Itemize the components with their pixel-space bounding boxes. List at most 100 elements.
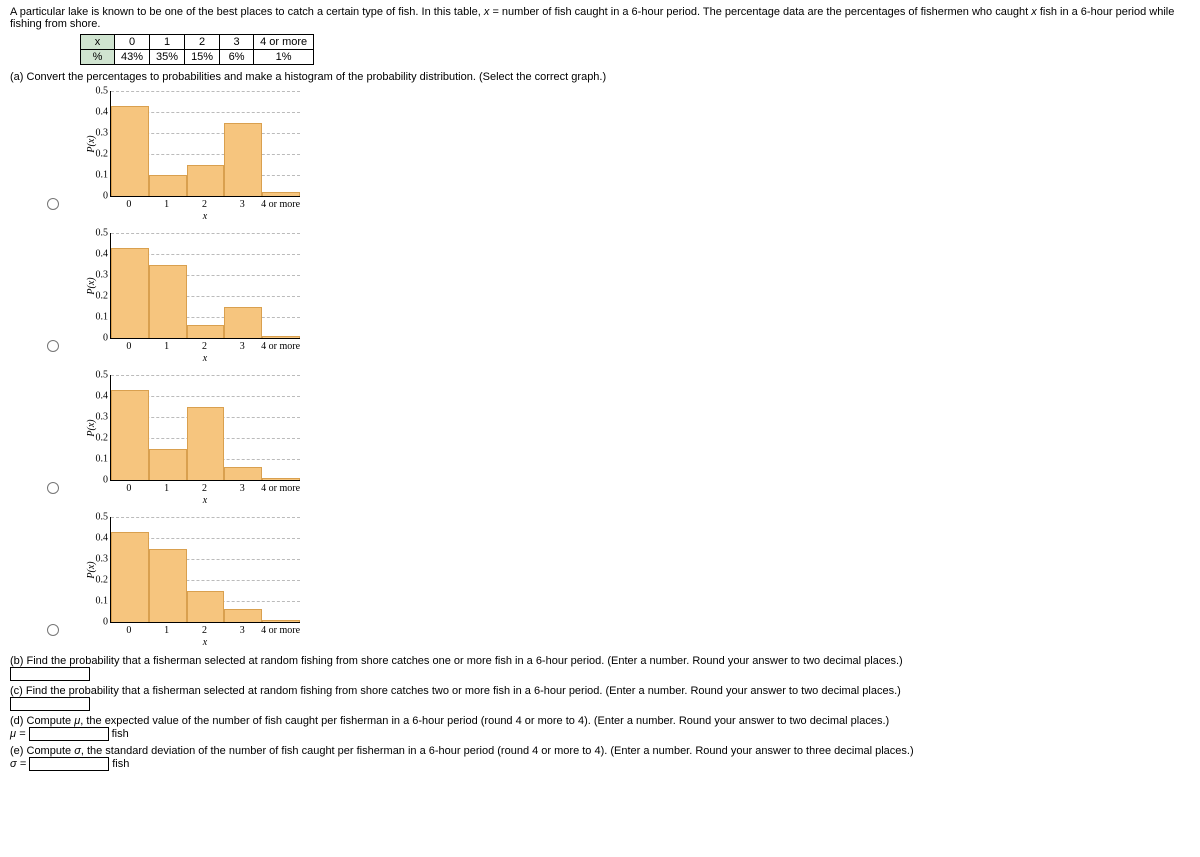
th-4plus: 4 or more <box>254 35 314 50</box>
td-pct: % <box>81 50 115 65</box>
part-d-post: , the expected value of the number of fi… <box>80 715 889 727</box>
th-0: 0 <box>115 35 150 50</box>
sigma-equals: σ = <box>10 758 29 770</box>
y-tick: 0.5 <box>96 228 112 239</box>
bar <box>111 106 149 196</box>
part-b: (b) Find the probability that a fisherma… <box>10 655 1190 681</box>
x-tick: 4 or more <box>261 625 300 636</box>
y-tick: 0.1 <box>96 312 112 323</box>
bar <box>149 265 187 339</box>
y-axis-label: P(x) <box>86 561 97 578</box>
bar <box>187 165 225 197</box>
y-tick: 0.1 <box>96 170 112 181</box>
part-d-pre: (d) Compute <box>10 715 74 727</box>
bar <box>224 609 262 622</box>
y-axis-label: P(x) <box>86 419 97 436</box>
bar <box>224 307 262 339</box>
part-b-text: (b) Find the probability that a fisherma… <box>10 655 903 667</box>
y-tick: 0.1 <box>96 596 112 607</box>
bar <box>262 192 300 196</box>
chart-radio-1[interactable] <box>47 340 59 352</box>
y-axis-label: P(x) <box>86 277 97 294</box>
x-tick: 1 <box>148 625 186 636</box>
y-tick: 0.3 <box>96 554 112 565</box>
bar <box>149 449 187 481</box>
td-4plus: 1% <box>254 50 314 65</box>
bar <box>111 248 149 338</box>
x-tick: 2 <box>186 625 224 636</box>
problem-intro: A particular lake is known to be one of … <box>10 6 1190 30</box>
chart-option-1: 00.10.20.30.40.5P(x)01234 or morex <box>10 229 1190 359</box>
chart-option-0: 00.10.20.30.40.5P(x)01234 or morex <box>10 87 1190 217</box>
x-tick: 3 <box>223 483 261 494</box>
part-e-pre: (e) Compute <box>10 745 74 757</box>
x-axis-label: x <box>110 637 300 648</box>
chart-radio-0[interactable] <box>47 198 59 210</box>
x-tick: 3 <box>223 341 261 352</box>
x-tick: 0 <box>110 199 148 210</box>
bar <box>187 325 225 338</box>
data-table: x 0 1 2 3 4 or more % 43% 35% 15% 6% 1% <box>80 34 314 65</box>
bar <box>262 336 300 338</box>
y-tick: 0.4 <box>96 107 112 118</box>
part-d: (d) Compute μ, the expected value of the… <box>10 715 1190 741</box>
intro-text-1: A particular lake is known to be one of … <box>10 6 484 18</box>
x-tick: 0 <box>110 483 148 494</box>
x-axis-label: x <box>110 495 300 506</box>
x-tick: 2 <box>186 199 224 210</box>
x-tick: 2 <box>186 483 224 494</box>
answer-d-input[interactable] <box>29 727 109 741</box>
part-e: (e) Compute σ, the standard deviation of… <box>10 745 1190 771</box>
histogram-chart-0: 00.10.20.30.40.5P(x)01234 or morex <box>78 87 308 217</box>
td-0: 43% <box>115 50 150 65</box>
part-c: (c) Find the probability that a fisherma… <box>10 685 1190 711</box>
part-e-post: , the standard deviation of the number o… <box>81 745 914 757</box>
chart-radio-3[interactable] <box>47 624 59 636</box>
part-a-prompt: (a) Convert the percentages to probabili… <box>10 71 1190 83</box>
th-3: 3 <box>220 35 254 50</box>
bar <box>262 478 300 480</box>
bar <box>111 390 149 480</box>
y-tick: 0.3 <box>96 270 112 281</box>
part-c-text: (c) Find the probability that a fisherma… <box>10 685 901 697</box>
x-tick: 3 <box>223 199 261 210</box>
y-tick: 0.4 <box>96 249 112 260</box>
x-tick: 0 <box>110 625 148 636</box>
y-tick: 0.3 <box>96 128 112 139</box>
answer-b-input[interactable] <box>10 667 90 681</box>
x-tick: 4 or more <box>261 199 300 210</box>
th-x: x <box>81 35 115 50</box>
y-tick: 0.2 <box>96 291 112 302</box>
y-tick: 0.3 <box>96 412 112 423</box>
y-tick: 0.4 <box>96 391 112 402</box>
x-axis-label: x <box>110 211 300 222</box>
bar <box>111 532 149 622</box>
y-tick: 0.5 <box>96 512 112 523</box>
intro-text-2: = number of fish caught in a 6-hour peri… <box>489 6 1031 18</box>
x-tick: 1 <box>148 483 186 494</box>
y-tick: 0.1 <box>96 454 112 465</box>
bar <box>224 123 262 197</box>
histogram-chart-1: 00.10.20.30.40.5P(x)01234 or morex <box>78 229 308 359</box>
chart-radio-2[interactable] <box>47 482 59 494</box>
th-2: 2 <box>185 35 220 50</box>
bar <box>187 591 225 623</box>
y-tick: 0.2 <box>96 575 112 586</box>
y-tick: 0.5 <box>96 86 112 97</box>
x-tick: 1 <box>148 199 186 210</box>
td-1: 35% <box>150 50 185 65</box>
bar <box>262 620 300 622</box>
fish-unit-d: fish <box>109 728 129 740</box>
answer-e-input[interactable] <box>29 757 109 771</box>
sigma-symbol: σ <box>74 745 81 757</box>
answer-c-input[interactable] <box>10 697 90 711</box>
bar <box>149 175 187 196</box>
th-1: 1 <box>150 35 185 50</box>
x-tick: 2 <box>186 341 224 352</box>
y-tick: 0.4 <box>96 533 112 544</box>
x-tick: 3 <box>223 625 261 636</box>
y-tick: 0.5 <box>96 370 112 381</box>
table-row: x 0 1 2 3 4 or more <box>81 35 314 50</box>
y-tick: 0.2 <box>96 149 112 160</box>
td-3: 6% <box>220 50 254 65</box>
